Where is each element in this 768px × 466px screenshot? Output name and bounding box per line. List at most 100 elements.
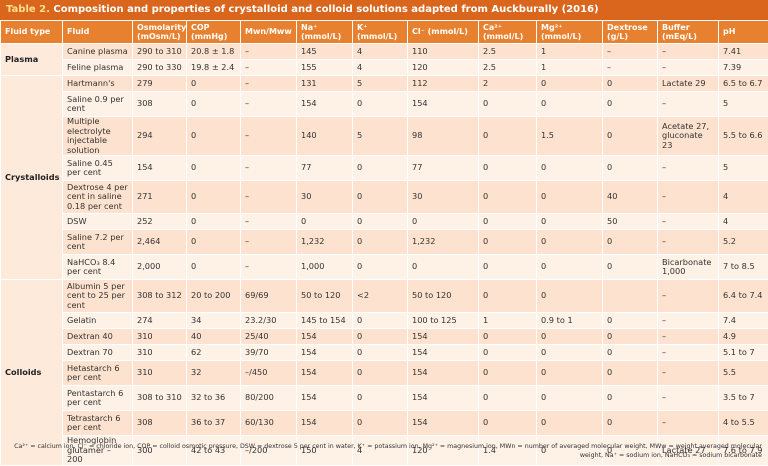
table-cell: –/450: [241, 361, 297, 386]
column-header: Na⁺ (mmol/L): [297, 21, 353, 44]
table-cell: Saline 7.2 per cent: [63, 230, 133, 255]
table-cell: 1,232: [408, 230, 479, 255]
table-cell: 30: [408, 181, 479, 214]
table-cell: 1,232: [297, 230, 353, 255]
table-cell: –: [658, 92, 719, 117]
table-cell: 0: [479, 345, 537, 361]
table-cell: –: [658, 386, 719, 411]
table-cell: 0: [537, 76, 603, 92]
table-cell: 154: [408, 411, 479, 436]
table-cell: 0: [537, 214, 603, 230]
table-cell: 0: [603, 230, 658, 255]
table-cell: 154: [408, 361, 479, 386]
table-cell: 7 to 8.5: [719, 255, 768, 280]
table-cell: 290 to 310: [133, 44, 187, 60]
table-cell: 0: [353, 255, 408, 280]
table-cell: 4: [719, 214, 768, 230]
table-cell: 5.5 to 6.6: [719, 117, 768, 156]
table-cell: 19.8 ± 2.4: [187, 60, 241, 76]
table-cell: 308 to 312: [133, 280, 187, 313]
table-cell: 0: [187, 156, 241, 181]
table-cell: –: [658, 280, 719, 313]
table-cell: –: [658, 214, 719, 230]
table-cell: 7.4: [719, 313, 768, 329]
table-cell: 5.1 to 7: [719, 345, 768, 361]
table-cell: 0: [537, 386, 603, 411]
table-cell: 40: [187, 329, 241, 345]
table-cell: 0: [353, 313, 408, 329]
table-cell: 0: [353, 361, 408, 386]
table-cell: 5.2: [719, 230, 768, 255]
table-cell: 154: [297, 386, 353, 411]
table-cell: 0: [479, 280, 537, 313]
table-cell: 310: [133, 361, 187, 386]
table-cell: Dextran 40: [63, 329, 133, 345]
table-cell: 80/200: [241, 386, 297, 411]
table-cell: 20 to 200: [187, 280, 241, 313]
table-cell: –: [241, 230, 297, 255]
column-header: pH: [719, 21, 768, 44]
table-cell: 0: [479, 117, 537, 156]
column-header: Ca²⁺ (mmol/L): [479, 21, 537, 44]
table-cell: 0: [537, 156, 603, 181]
footnote: Ca²⁺ = calcium ion, Cl⁻ = chloride ion, …: [0, 442, 768, 460]
table-cell: 2: [479, 76, 537, 92]
table-cell: –: [658, 44, 719, 60]
table-cell: 0: [603, 92, 658, 117]
table-cell: 0: [187, 230, 241, 255]
table-cell: Saline 0.45 per cent: [63, 156, 133, 181]
table-cell: 0: [187, 214, 241, 230]
table-cell: 0: [603, 411, 658, 436]
table-cell: 4.9: [719, 329, 768, 345]
table-cell: –: [603, 44, 658, 60]
table-cell: 2,000: [133, 255, 187, 280]
table-row: Dextrose 4 per cent in saline 0.18 per c…: [1, 181, 768, 214]
table-cell: –: [241, 156, 297, 181]
table-cell: 23.2/30: [241, 313, 297, 329]
table-cell: 0.9 to 1: [537, 313, 603, 329]
table-cell: 62: [187, 345, 241, 361]
table-cell: 154: [297, 345, 353, 361]
table-cell: Acetate 27, gluconate 23: [658, 117, 719, 156]
table-cell: 0: [187, 117, 241, 156]
table-cell: 7.41: [719, 44, 768, 60]
table-cell: 145 to 154: [297, 313, 353, 329]
table-cell: 0: [537, 280, 603, 313]
table-cell: 0: [479, 156, 537, 181]
table-cell: Feline plasma: [63, 60, 133, 76]
title-bar: Table 2. Composition and properties of c…: [0, 0, 768, 20]
table-cell: 5.5: [719, 361, 768, 386]
table-cell: 0: [353, 181, 408, 214]
table-cell: 110: [408, 44, 479, 60]
table-cell: 4 to 5.5: [719, 411, 768, 436]
table-cell: 154: [408, 92, 479, 117]
table-title: Composition and properties of crystalloi…: [53, 4, 598, 15]
table-cell: 0: [603, 361, 658, 386]
table-cell: –: [658, 313, 719, 329]
table-cell: 0: [537, 329, 603, 345]
column-header: Osmolarity (mOsm/L): [133, 21, 187, 44]
table-cell: 0: [408, 255, 479, 280]
table-cell: 0: [353, 386, 408, 411]
table-cell: –: [241, 214, 297, 230]
table-cell: 20.8 ± 1.8: [187, 44, 241, 60]
table-cell: –: [603, 60, 658, 76]
table-cell: 100 to 125: [408, 313, 479, 329]
table-cell: 98: [408, 117, 479, 156]
table-cell: 0: [479, 386, 537, 411]
table-cell: 2.5: [479, 44, 537, 60]
table-cell: 0: [353, 156, 408, 181]
table-cell: 77: [297, 156, 353, 181]
table-cell: –: [241, 117, 297, 156]
